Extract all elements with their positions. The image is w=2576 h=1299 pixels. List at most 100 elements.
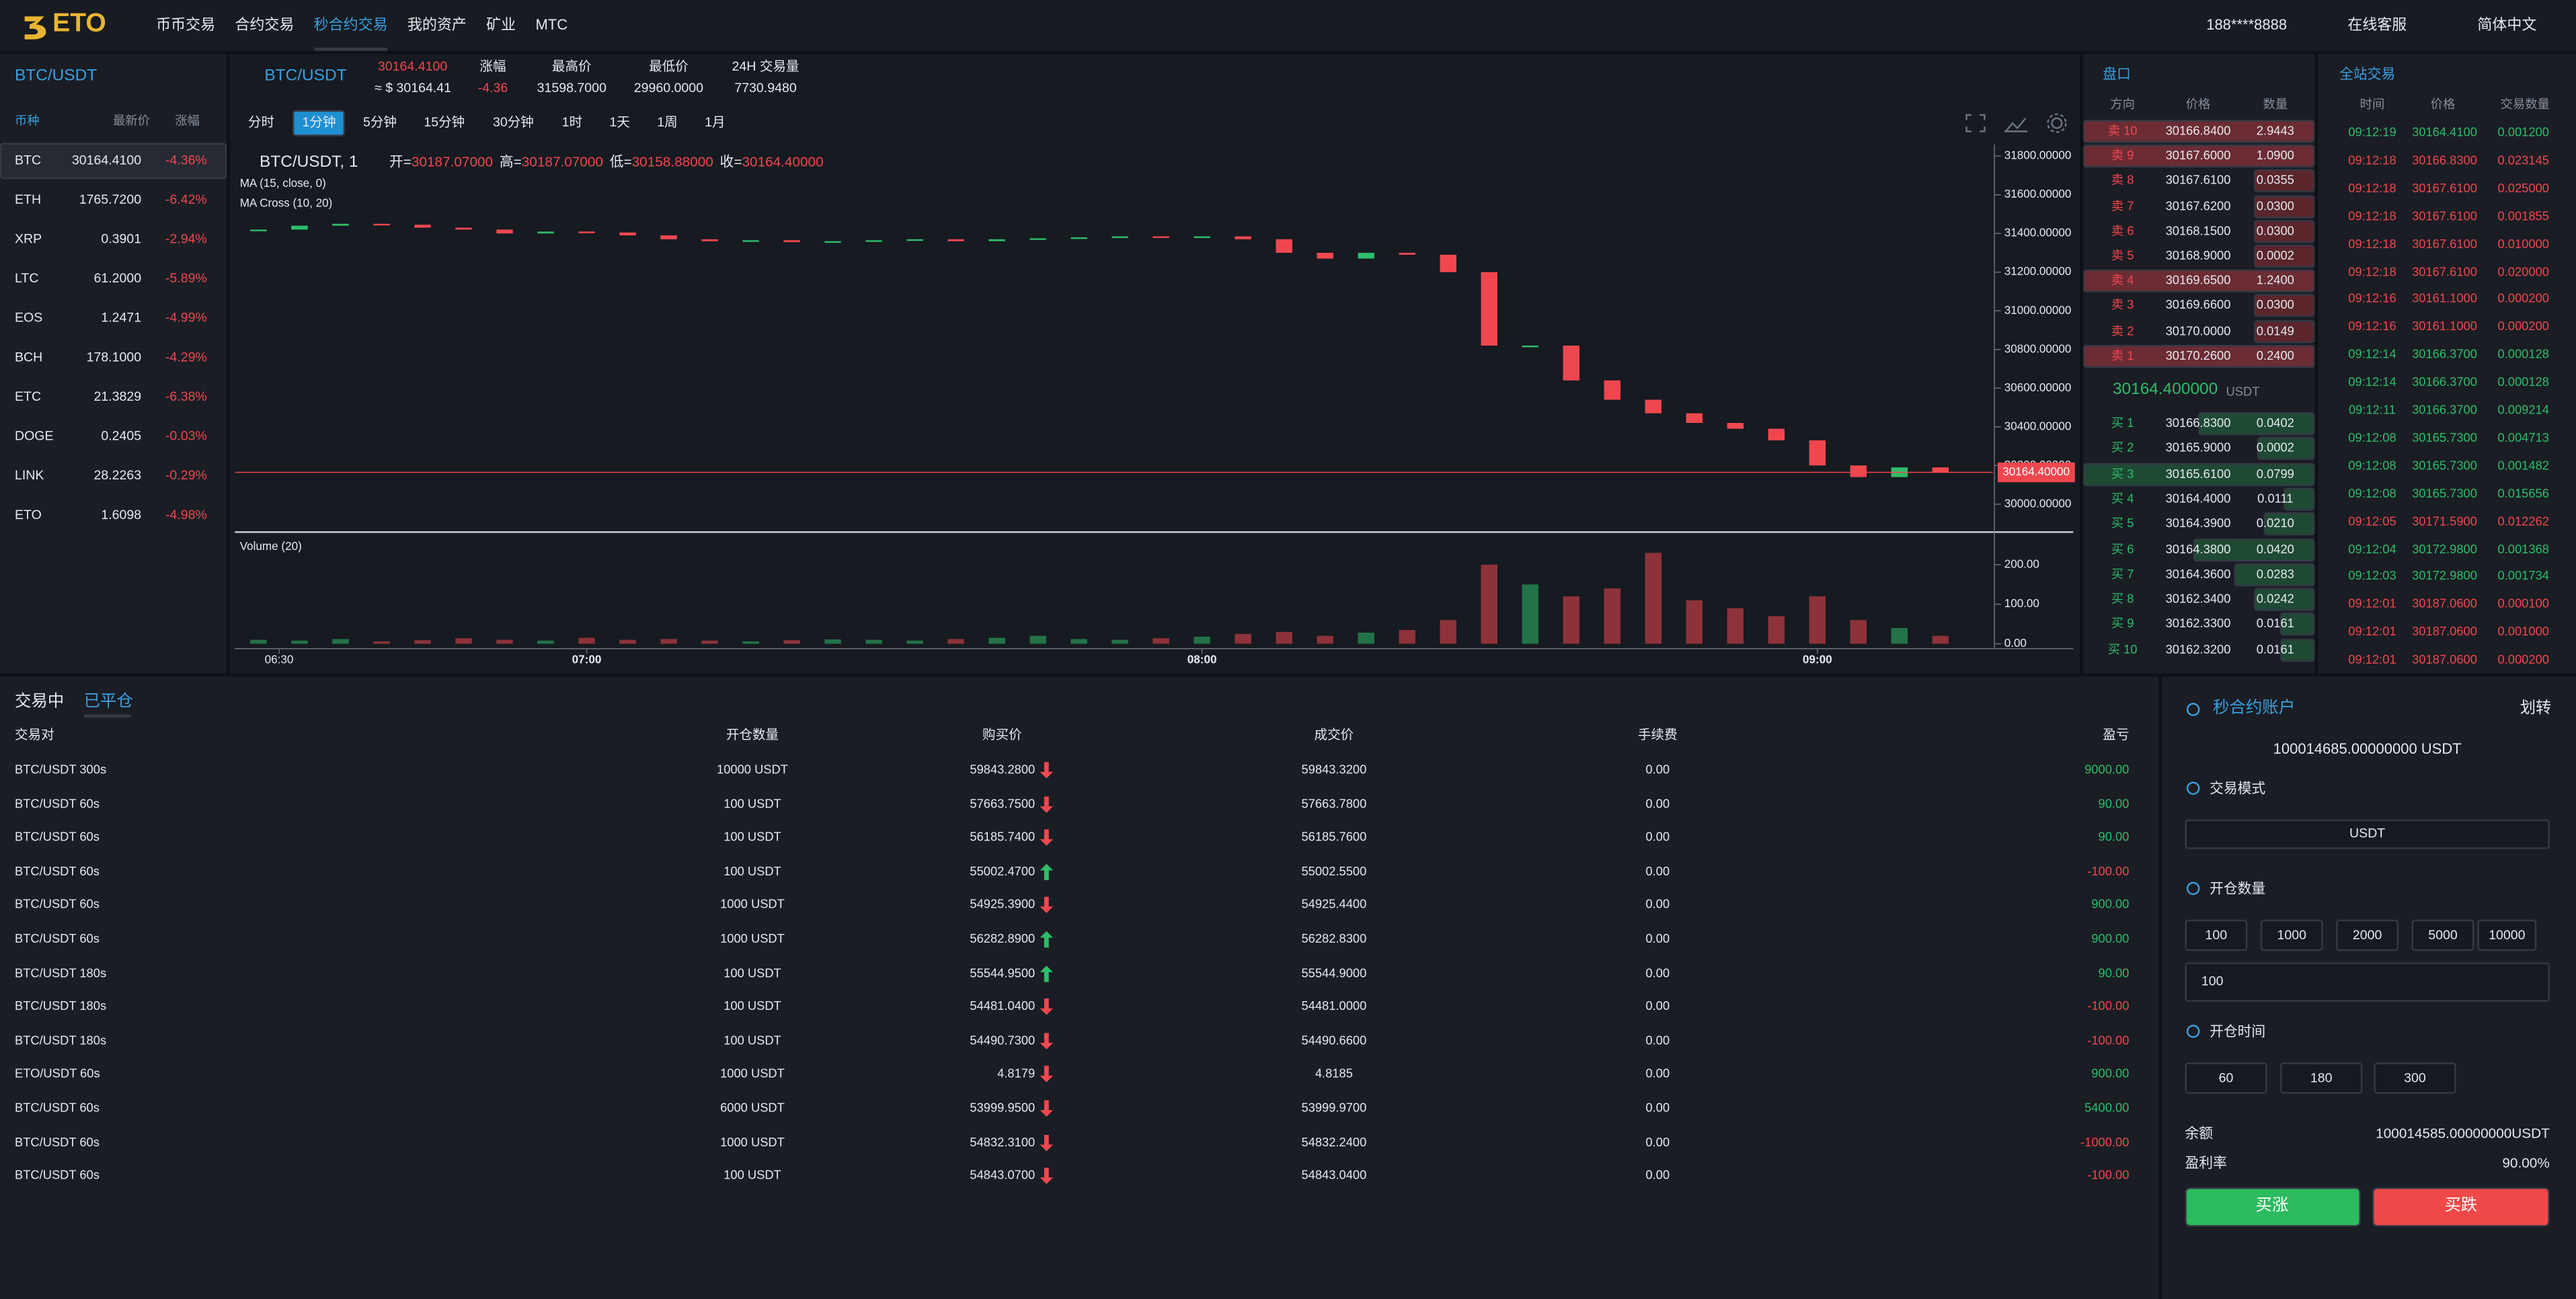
market-price: 1765.7200 — [79, 192, 142, 207]
orders-tab[interactable]: 交易中 — [14, 693, 65, 711]
interval-button[interactable]: 15分钟 — [424, 114, 465, 130]
candle — [1481, 272, 1497, 346]
candle — [1194, 236, 1210, 238]
bid-depth-bar — [2257, 437, 2315, 461]
online-service[interactable]: 在线客服 — [2347, 16, 2407, 33]
interval-button[interactable]: 5分钟 — [362, 114, 397, 130]
amount-option[interactable] — [2477, 919, 2537, 951]
interval-button[interactable]: 1天 — [609, 114, 630, 130]
orders-cell: 4.8185 — [1315, 1066, 1353, 1082]
chart-title: BTC/USDT, 1 — [260, 153, 358, 171]
market-header: 币种 — [14, 113, 40, 128]
orders-cell: 54490.7300 — [970, 1032, 1036, 1048]
nav-item[interactable]: 我的资产 — [407, 16, 467, 33]
orders-cell: BTC/USDT 60s — [14, 829, 100, 844]
bid-price: 30162.3400 — [2165, 591, 2231, 606]
market-coin[interactable]: ETH — [14, 192, 42, 207]
orders-cell: BTC/USDT 60s — [14, 863, 100, 879]
orderbook-title: 盘口 — [2103, 65, 2131, 83]
orderbook-header: 方向 — [2110, 97, 2135, 112]
candle — [1358, 252, 1374, 259]
mode-select[interactable] — [2185, 819, 2550, 849]
orders-cell: 55002.5500 — [1301, 863, 1367, 879]
time-option[interactable] — [2280, 1062, 2363, 1094]
volume-bar — [1317, 635, 1333, 644]
orders-cell: 56185.7600 — [1301, 829, 1367, 844]
interval-button[interactable]: 1时 — [561, 114, 582, 130]
direction-arrow — [1040, 1032, 1054, 1050]
y-tick-label: 31800.00000 — [2004, 149, 2072, 162]
bid-level: 买 8 — [2111, 591, 2134, 606]
buy-down-button[interactable] — [2372, 1187, 2550, 1227]
ask-depth-bar — [2254, 319, 2315, 343]
orders-header: 购买价 — [982, 727, 1022, 743]
market-coin[interactable]: ETO — [14, 507, 42, 522]
buy-down-label[interactable]: 买跌 — [2444, 1197, 2478, 1216]
market-coin[interactable]: LINK — [14, 468, 44, 483]
time-option[interactable] — [2185, 1062, 2267, 1094]
amount-option[interactable] — [2411, 919, 2474, 951]
ask-price: 30168.9000 — [2165, 247, 2231, 263]
buy-up-button[interactable] — [2185, 1187, 2361, 1227]
section-icon — [2186, 703, 2200, 716]
time-option[interactable] — [2374, 1062, 2456, 1094]
ohlc-value: 30187.07000 — [412, 154, 493, 169]
nav-item[interactable]: MTC — [535, 16, 568, 33]
nav-item[interactable]: 合约交易 — [235, 16, 295, 33]
orders-tab[interactable]: 已平仓 — [83, 693, 133, 711]
interval-button[interactable]: 1月 — [705, 114, 726, 130]
market-coin[interactable]: XRP — [14, 231, 42, 247]
nav-item[interactable]: 币币交易 — [156, 16, 216, 33]
amount-option[interactable] — [2185, 919, 2248, 951]
trade-time: 09:12:01 — [2348, 596, 2396, 612]
trade-qty: 0.000128 — [2497, 375, 2549, 390]
orders-cell: 56282.8300 — [1301, 931, 1367, 946]
volume-tick-label: 100.00 — [2004, 597, 2039, 610]
direction-arrow — [1040, 762, 1054, 779]
nav-item[interactable]: 秒合约交易 — [313, 16, 388, 33]
amount-label: 开仓数量 — [2210, 880, 2266, 897]
market-coin[interactable]: EOS — [14, 310, 43, 325]
volume-bar — [578, 637, 595, 644]
candle — [250, 229, 267, 231]
y-tick-label: 31000.00000 — [2004, 304, 2072, 317]
market-price: 30164.4100 — [71, 153, 142, 168]
trade-price: 30161.1000 — [2412, 319, 2477, 334]
amount-input[interactable] — [2185, 962, 2550, 1002]
volume-bar — [619, 639, 636, 644]
volume-bar — [1440, 620, 1456, 644]
y-tick-label: 31200.00000 — [2004, 265, 2072, 278]
transfer-link[interactable]: 划转 — [2520, 699, 2552, 718]
orders-cell: 4.8179 — [997, 1066, 1036, 1082]
volume-bar — [1029, 635, 1046, 644]
trade-price: 30166.3700 — [2412, 346, 2477, 362]
ask-level: 卖 8 — [2111, 173, 2134, 188]
market-coin[interactable]: BTC — [14, 153, 42, 168]
market-coin[interactable]: ETC — [14, 389, 42, 404]
interval-button[interactable]: 1分钟 — [302, 114, 336, 130]
interval-button[interactable]: 30分钟 — [492, 114, 534, 130]
trade-price: 30165.7300 — [2412, 485, 2477, 501]
ohlc-label: 低= — [610, 154, 632, 169]
orders-cell: -100.00 — [2087, 1032, 2130, 1048]
language-select[interactable]: 简体中文 — [2477, 16, 2537, 33]
orders-cell: 100 USDT — [724, 1032, 781, 1048]
user-account[interactable]: 188****8888 — [2206, 16, 2288, 33]
trade-qty: 0.020000 — [2497, 264, 2549, 279]
amount-option[interactable] — [2260, 919, 2323, 951]
nav-item[interactable]: 矿业 — [486, 16, 516, 33]
ask-qty: 1.0900 — [2256, 148, 2294, 163]
buy-up-label[interactable]: 买涨 — [2255, 1197, 2289, 1216]
orders-cell: BTC/USDT 180s — [14, 1032, 107, 1048]
volume-bar — [1563, 596, 1579, 644]
ask-qty: 0.0300 — [2256, 198, 2294, 213]
market-coin[interactable]: DOGE — [14, 428, 54, 444]
interval-button[interactable]: 1周 — [657, 114, 678, 130]
market-coin[interactable]: BCH — [14, 350, 43, 365]
orders-cell: BTC/USDT 60s — [14, 897, 100, 912]
market-coin[interactable]: LTC — [14, 271, 39, 286]
interval-button[interactable]: 分时 — [247, 114, 275, 130]
orders-cell: ETO/USDT 60s — [14, 1066, 100, 1082]
amount-option[interactable] — [2336, 919, 2399, 951]
y-tick-label: 30400.00000 — [2004, 420, 2072, 432]
